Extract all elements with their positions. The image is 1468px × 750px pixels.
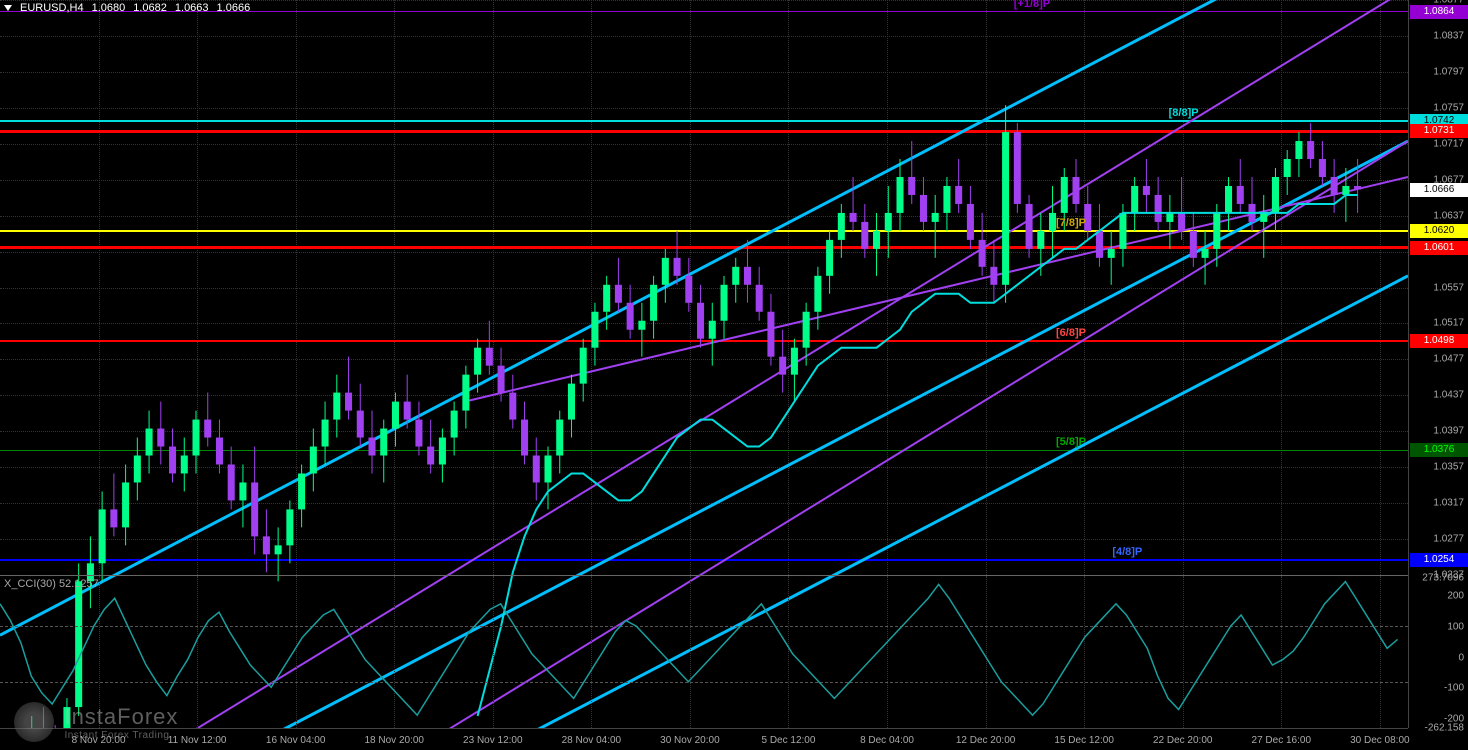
price-chart[interactable]: [+1/8]P [8/8]P [7/8]P [6/8]P [5/8]P [4/8]P bbox=[0, 0, 1408, 575]
price-badge: 1.0601 bbox=[1410, 241, 1468, 255]
price-tick: 1.0717 bbox=[1433, 138, 1464, 149]
symbol-header: EURUSD,H4 1.0680 1.0682 1.0663 1.0666 bbox=[4, 2, 250, 14]
time-tick: 22 Dec 20:00 bbox=[1153, 735, 1213, 746]
price-tick: 1.0477 bbox=[1433, 354, 1464, 365]
price-badge: 1.0666 bbox=[1410, 183, 1468, 197]
price-badge: 1.0254 bbox=[1410, 553, 1468, 567]
time-tick: 18 Nov 20:00 bbox=[364, 735, 424, 746]
logo-icon bbox=[14, 702, 54, 742]
ohlc-close: 1.0666 bbox=[217, 2, 251, 14]
cci-axis: 273.70962001000-100-200-262.158 bbox=[1408, 575, 1468, 728]
price-badge: 1.0498 bbox=[1410, 334, 1468, 348]
price-tick: 1.0397 bbox=[1433, 426, 1464, 437]
price-tick: 1.0317 bbox=[1433, 498, 1464, 509]
cci-tick: -100 bbox=[1444, 683, 1464, 694]
cci-tick: 100 bbox=[1447, 622, 1464, 633]
murrey-level-label: [7/8]P bbox=[1056, 217, 1086, 229]
cci-tick: -262.158 bbox=[1425, 723, 1464, 734]
ohlc-low: 1.0663 bbox=[175, 2, 209, 14]
time-tick: 8 Dec 04:00 bbox=[860, 735, 914, 746]
price-tick: 1.0797 bbox=[1433, 66, 1464, 77]
price-tick: 1.0357 bbox=[1433, 462, 1464, 473]
time-axis: 8 Nov 20:0011 Nov 12:0016 Nov 04:0018 No… bbox=[0, 728, 1408, 750]
time-tick: 5 Dec 12:00 bbox=[762, 735, 816, 746]
price-badge: 1.0864 bbox=[1410, 5, 1468, 19]
time-tick: 30 Dec 08:00 bbox=[1350, 735, 1410, 746]
price-tick: 1.0517 bbox=[1433, 318, 1464, 329]
time-tick: 23 Nov 12:00 bbox=[463, 735, 523, 746]
ohlc-high: 1.0682 bbox=[133, 2, 167, 14]
brand-name: InstaForex bbox=[64, 704, 178, 730]
price-badge: 1.0620 bbox=[1410, 224, 1468, 238]
time-tick: 16 Nov 04:00 bbox=[266, 735, 326, 746]
price-tick: 1.0277 bbox=[1433, 534, 1464, 545]
time-tick: 15 Dec 12:00 bbox=[1054, 735, 1114, 746]
price-badge: 1.0376 bbox=[1410, 443, 1468, 457]
cci-tick: 273.7096 bbox=[1422, 573, 1464, 584]
time-tick: 27 Dec 16:00 bbox=[1252, 735, 1312, 746]
price-badge: 1.0731 bbox=[1410, 124, 1468, 138]
dropdown-icon bbox=[4, 5, 12, 11]
cci-tick: 0 bbox=[1458, 652, 1464, 663]
murrey-level-label: [6/8]P bbox=[1056, 327, 1086, 339]
price-tick: 1.0637 bbox=[1433, 210, 1464, 221]
chart-container: EURUSD,H4 1.0680 1.0682 1.0663 1.0666 [+… bbox=[0, 0, 1468, 750]
time-tick: 28 Nov 04:00 bbox=[562, 735, 622, 746]
brand-tagline: Instant Forex Trading bbox=[64, 730, 178, 741]
price-tick: 1.0557 bbox=[1433, 282, 1464, 293]
murrey-level-label: [4/8]P bbox=[1112, 546, 1142, 558]
symbol-name: EURUSD,H4 bbox=[20, 2, 84, 14]
price-axis: 1.08771.08371.07971.07571.07171.06771.06… bbox=[1408, 0, 1468, 575]
time-tick: 30 Nov 20:00 bbox=[660, 735, 720, 746]
murrey-level-label: [5/8]P bbox=[1056, 436, 1086, 448]
watermark: InstaForex Instant Forex Trading bbox=[14, 702, 178, 742]
cci-tick: 200 bbox=[1447, 591, 1464, 602]
cci-panel[interactable]: X_CCI(30) 52.1257 bbox=[0, 575, 1408, 728]
ohlc-open: 1.0680 bbox=[92, 2, 126, 14]
price-tick: 1.0837 bbox=[1433, 30, 1464, 41]
price-tick: 1.0437 bbox=[1433, 390, 1464, 401]
murrey-level-label: [8/8]P bbox=[1169, 107, 1199, 119]
price-tick: 1.0757 bbox=[1433, 102, 1464, 113]
murrey-level-label: [+1/8]P bbox=[1014, 0, 1050, 10]
time-tick: 12 Dec 20:00 bbox=[956, 735, 1016, 746]
